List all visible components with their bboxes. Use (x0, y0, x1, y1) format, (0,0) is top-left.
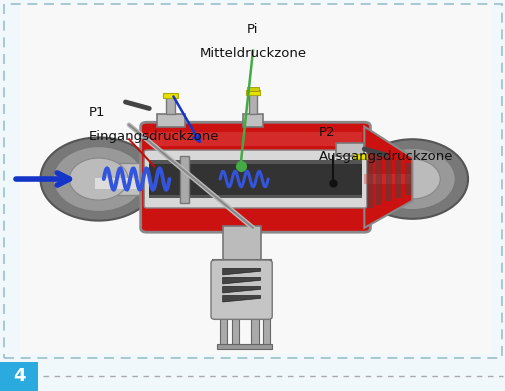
FancyBboxPatch shape (211, 260, 272, 319)
Bar (220, 316, 227, 347)
Bar (149, 164, 361, 195)
Bar (263, 316, 270, 347)
Circle shape (356, 139, 467, 219)
Circle shape (69, 158, 128, 200)
Bar (385, 157, 391, 201)
Bar (251, 316, 258, 347)
Text: P1: P1 (88, 106, 105, 119)
Circle shape (53, 147, 144, 212)
Text: P2: P2 (318, 126, 335, 139)
Text: Ausgangsdruckzone: Ausgangsdruckzone (318, 150, 452, 163)
Text: Pi: Pi (247, 23, 258, 36)
Bar (404, 163, 410, 195)
Bar (95, 163, 158, 195)
Bar (231, 316, 238, 347)
Bar (248, 94, 257, 113)
Bar (163, 93, 177, 99)
Bar (0, 362, 38, 391)
Bar (95, 178, 158, 189)
Bar (246, 87, 259, 91)
Polygon shape (222, 296, 260, 302)
Bar (376, 153, 382, 205)
Bar (246, 90, 259, 95)
Bar (149, 160, 361, 198)
Text: Eingangsdruckzone: Eingangsdruckzone (88, 130, 219, 143)
Circle shape (40, 137, 157, 221)
Circle shape (384, 159, 439, 199)
Polygon shape (364, 174, 412, 185)
Bar (366, 150, 372, 208)
Bar (364, 166, 417, 192)
Bar (394, 160, 400, 198)
Bar (354, 154, 366, 159)
Bar (336, 143, 364, 156)
Polygon shape (222, 287, 260, 293)
Text: Mitteldruckzone: Mitteldruckzone (199, 47, 306, 60)
Bar (242, 113, 263, 127)
Bar (216, 344, 272, 349)
Bar (149, 132, 361, 147)
Bar (222, 226, 260, 267)
Polygon shape (364, 127, 412, 228)
Circle shape (369, 148, 454, 210)
Bar (212, 260, 270, 318)
Text: 4: 4 (13, 367, 25, 386)
Bar (166, 97, 175, 113)
FancyBboxPatch shape (144, 150, 366, 208)
Polygon shape (222, 268, 260, 275)
Polygon shape (222, 277, 260, 284)
Bar (179, 156, 188, 203)
FancyBboxPatch shape (140, 122, 370, 232)
Bar (157, 113, 184, 127)
